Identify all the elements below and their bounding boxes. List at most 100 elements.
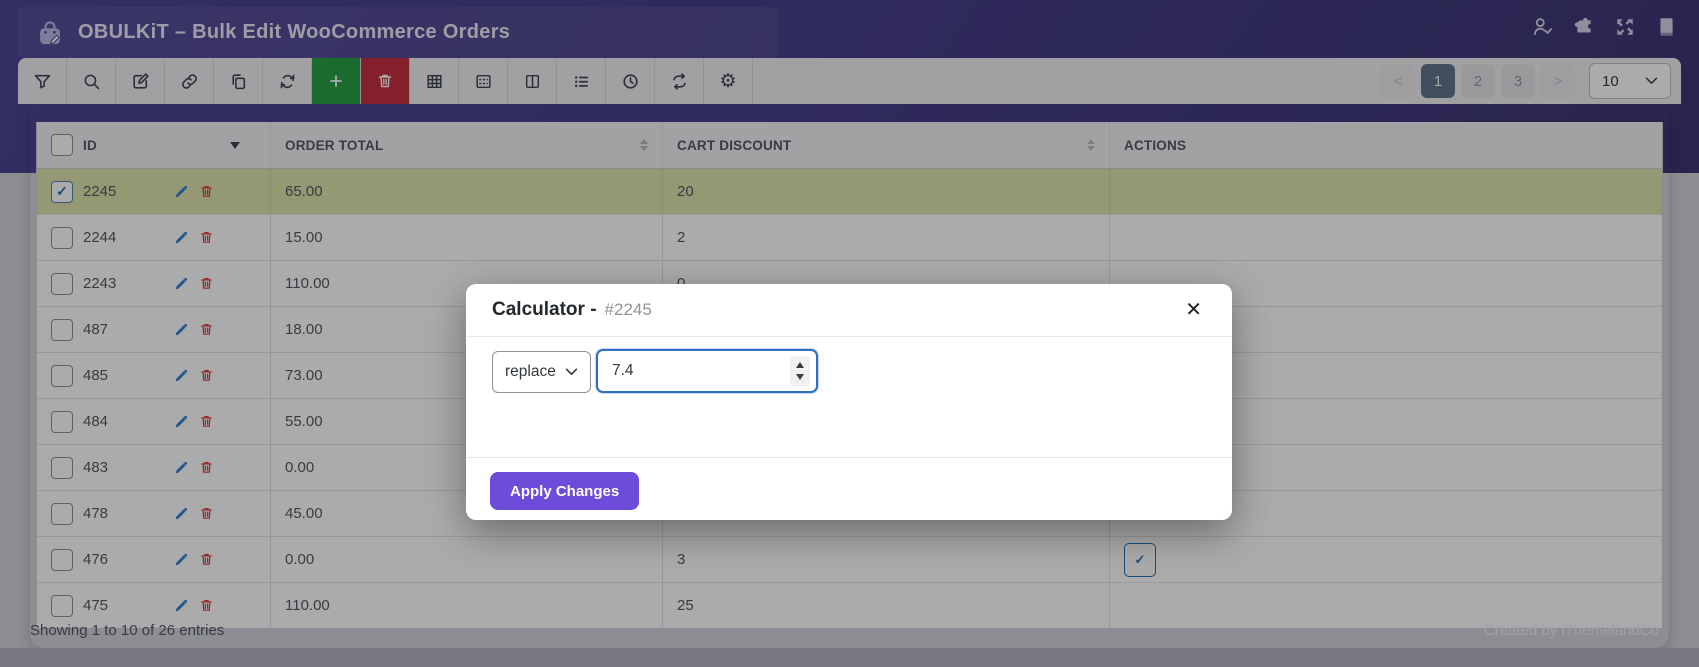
link-icon[interactable]: [165, 58, 214, 104]
edit-row-icon[interactable]: [173, 230, 189, 246]
table-row: 475 110.00 25: [37, 583, 1662, 628]
table-view-icon[interactable]: [410, 58, 459, 104]
delete-row-icon[interactable]: [199, 414, 214, 429]
order-id: 484: [83, 413, 109, 430]
edit-row-icon[interactable]: [173, 368, 189, 384]
sort-desc-icon[interactable]: [230, 141, 240, 149]
order-total-cell: 65.00: [271, 169, 663, 214]
order-id: 2243: [83, 275, 117, 292]
edit-row-icon[interactable]: [173, 460, 189, 476]
delete-row-icon[interactable]: [199, 184, 214, 199]
header-cart-discount[interactable]: CART DISCOUNT: [663, 122, 1110, 168]
edit-row-icon[interactable]: [173, 552, 189, 568]
pagination-page-1[interactable]: 1: [1421, 64, 1455, 98]
edit-row-icon[interactable]: [173, 184, 189, 200]
id-cell: 2244: [37, 215, 271, 260]
edit-icon[interactable]: [116, 58, 165, 104]
row-actions: [173, 414, 214, 430]
fullscreen-icon[interactable]: [1614, 16, 1636, 38]
close-icon[interactable]: ✕: [1185, 299, 1202, 321]
book-icon[interactable]: [1655, 16, 1677, 38]
search-icon[interactable]: [67, 58, 116, 104]
delete-row-icon[interactable]: [199, 506, 214, 521]
row-actions: [173, 276, 214, 292]
row-checkbox[interactable]: ✓: [51, 180, 73, 203]
obulkit-logo-icon: [40, 20, 60, 44]
puzzle-icon[interactable]: [1573, 16, 1595, 38]
row-checkbox[interactable]: [51, 226, 73, 249]
number-stepper[interactable]: [790, 356, 810, 386]
add-order-button[interactable]: [312, 58, 361, 104]
delete-orders-button[interactable]: [361, 58, 410, 104]
edit-row-icon[interactable]: [173, 506, 189, 522]
delete-row-icon[interactable]: [199, 460, 214, 475]
row-checkbox[interactable]: [51, 548, 73, 571]
cart-discount-cell: 25: [663, 583, 1110, 628]
columns-icon[interactable]: [508, 58, 557, 104]
row-actions: [173, 322, 214, 338]
delete-row-icon[interactable]: [199, 552, 214, 567]
pagination-prev-button[interactable]: <: [1381, 64, 1415, 98]
delete-row-icon[interactable]: [199, 322, 214, 337]
delete-row-icon[interactable]: [199, 230, 214, 245]
page-size-value: 10: [1602, 72, 1619, 90]
id-cell: 478: [37, 491, 271, 536]
id-cell: 2243: [37, 261, 271, 306]
row-checkbox[interactable]: [51, 594, 73, 617]
delete-row-icon[interactable]: [199, 276, 214, 291]
calc-operation-value: replace: [505, 363, 556, 380]
header-actions: ACTIONS: [1110, 122, 1662, 168]
header-id[interactable]: ID: [37, 122, 271, 168]
row-checkbox[interactable]: [51, 410, 73, 433]
select-all-checkbox[interactable]: [51, 134, 73, 156]
header-id-label: ID: [83, 137, 97, 153]
header-cart-discount-label: CART DISCOUNT: [677, 137, 792, 153]
id-cell: 484: [37, 399, 271, 444]
filter-icon[interactable]: [18, 58, 67, 104]
row-checkbox[interactable]: [51, 272, 73, 295]
history-icon[interactable]: [606, 58, 655, 104]
settings-icon[interactable]: ⚙: [704, 58, 753, 104]
user-check-icon[interactable]: [1532, 16, 1554, 38]
delete-row-icon[interactable]: [199, 368, 214, 383]
inline-edit-icon[interactable]: [459, 58, 508, 104]
cart-discount-cell: 3: [663, 537, 1110, 582]
order-id: 2244: [83, 229, 117, 246]
calc-value-input[interactable]: [596, 349, 818, 393]
modal-header: Calculator - #2245 ✕: [466, 284, 1232, 337]
sort-icon[interactable]: [640, 139, 648, 151]
sort-icon[interactable]: [1087, 139, 1095, 151]
pagination: < 1 2 3 > 10: [1381, 58, 1681, 104]
orders-table: ID ORDER TOTAL CART DISCOUNT ACTIONS ✓ 2…: [36, 122, 1663, 629]
header-order-total[interactable]: ORDER TOTAL: [271, 122, 663, 168]
modal-footer: Apply Changes: [466, 457, 1232, 524]
id-cell: 485: [37, 353, 271, 398]
pagination-page-2[interactable]: 2: [1461, 64, 1495, 98]
sync-icon[interactable]: [655, 58, 704, 104]
edit-row-icon[interactable]: [173, 598, 189, 614]
calc-operation-select[interactable]: replace: [492, 351, 591, 393]
calc-value-field: [596, 349, 818, 393]
row-checkbox[interactable]: [51, 318, 73, 341]
chevron-down-icon: [565, 368, 578, 376]
edit-row-icon[interactable]: [173, 414, 189, 430]
pagination-page-3[interactable]: 3: [1501, 64, 1535, 98]
apply-changes-button[interactable]: Apply Changes: [490, 472, 640, 510]
edit-row-icon[interactable]: [173, 322, 189, 338]
confirm-action-button[interactable]: ✓: [1124, 542, 1156, 577]
modal-title: Calculator -: [492, 299, 597, 320]
header-actions-label: ACTIONS: [1124, 137, 1187, 153]
row-checkbox[interactable]: [51, 364, 73, 387]
pagination-next-button[interactable]: >: [1541, 64, 1575, 98]
list-icon[interactable]: [557, 58, 606, 104]
row-actions: [173, 184, 214, 200]
refresh-icon[interactable]: [263, 58, 312, 104]
row-checkbox[interactable]: [51, 502, 73, 525]
order-id: 478: [83, 505, 109, 522]
row-actions: [173, 368, 214, 384]
row-checkbox[interactable]: [51, 456, 73, 479]
delete-row-icon[interactable]: [199, 598, 214, 613]
page-size-select[interactable]: 10: [1589, 63, 1671, 99]
duplicate-icon[interactable]: [214, 58, 263, 104]
edit-row-icon[interactable]: [173, 276, 189, 292]
